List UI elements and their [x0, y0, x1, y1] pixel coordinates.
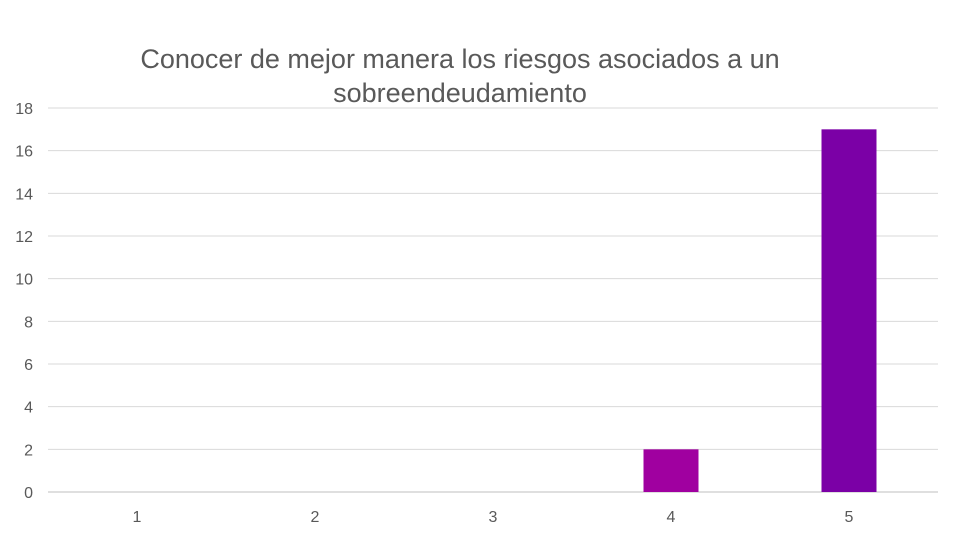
- chart-title: Conocer de mejor manera los riesgos asoc…: [140, 44, 780, 108]
- y-tick-label: 4: [24, 400, 33, 417]
- x-tick-label: 4: [667, 509, 676, 526]
- y-tick-label: 18: [15, 101, 33, 118]
- y-tick-label: 0: [24, 485, 33, 502]
- x-tick-label: 1: [133, 509, 142, 526]
- bar: [643, 449, 699, 492]
- y-tick-label: 10: [15, 272, 33, 289]
- x-tick-label: 5: [845, 509, 854, 526]
- y-tick-label: 2: [24, 442, 33, 459]
- y-tick-label: 16: [15, 144, 33, 161]
- x-tick-label: 3: [489, 509, 498, 526]
- bar: [821, 129, 877, 493]
- y-tick-label: 8: [24, 314, 33, 331]
- y-tick-label: 12: [15, 229, 33, 246]
- y-tick-label: 14: [15, 186, 33, 203]
- y-tick-label: 6: [24, 357, 33, 374]
- x-tick-label: 2: [311, 509, 320, 526]
